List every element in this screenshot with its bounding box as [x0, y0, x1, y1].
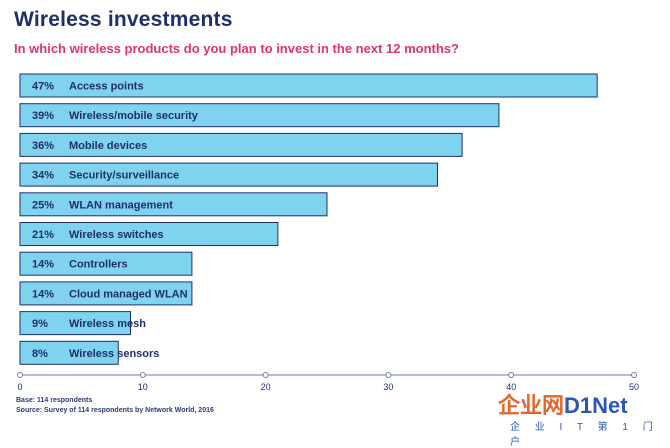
watermark-cn: 企业网 [498, 393, 565, 418]
watermark-tagline: 企 业 I T 第 1 门 户 [510, 422, 659, 448]
value-label-2: 36% [32, 140, 54, 152]
value-label-8: 9% [32, 318, 48, 330]
bar-5 [19, 222, 279, 246]
bar-chart: 47% Access points 39% Wireless/mobile secur… [17, 73, 639, 392]
watermark-brand: D1Net [564, 393, 628, 418]
category-label-4: WLAN management [69, 199, 173, 211]
footnote-base: Base: 114 respondents [16, 397, 93, 404]
x-tick-label-5: 50 [629, 382, 639, 392]
bar-2 [19, 132, 463, 157]
value-label-4: 25% [32, 199, 54, 211]
x-tick-mark-2 [262, 372, 269, 378]
watermark-logo: 企业网D1Net [498, 388, 628, 420]
bar-3 [19, 162, 439, 187]
x-tick-mark-0 [17, 372, 23, 378]
chart-subtitle: In which wireless products do you plan t… [14, 41, 459, 56]
bar-4 [19, 192, 328, 217]
category-label-8: Wireless mesh [69, 318, 146, 330]
value-label-6: 14% [32, 259, 54, 271]
category-label-3: Security/surveillance [69, 170, 179, 182]
bar-7 [19, 281, 193, 306]
x-tick-mark-5 [631, 372, 637, 378]
x-tick-mark-1 [139, 372, 146, 378]
x-tick-label-3: 30 [383, 382, 393, 392]
category-label-1: Wireless/mobile security [69, 110, 199, 122]
x-tick-label-2: 20 [261, 382, 271, 392]
bar-9 [19, 340, 119, 365]
x-tick-label-4: 40 [506, 382, 516, 392]
bar-0 [19, 73, 598, 98]
value-label-5: 21% [32, 229, 54, 241]
chart-title: Wireless investments [14, 8, 233, 31]
x-tick-mark-4 [508, 372, 515, 378]
category-label-0: Access points [69, 81, 144, 93]
value-label-9: 8% [32, 348, 48, 360]
category-label-9: Wireless sensors [69, 348, 159, 360]
x-tick-label-1: 10 [138, 382, 148, 392]
bar-1 [19, 103, 500, 128]
category-label-2: Mobile devices [69, 140, 147, 152]
category-label-6: Controllers [69, 259, 128, 271]
value-label-1: 39% [32, 110, 54, 122]
footnote-source: Source: Survey of 114 respondents by Net… [16, 407, 214, 414]
category-label-5: Wireless switches [69, 229, 164, 241]
x-tick-mark-3 [385, 372, 392, 378]
value-label-0: 47% [32, 81, 54, 93]
value-label-3: 34% [32, 170, 54, 182]
x-tick-label-0: 0 [17, 382, 22, 392]
category-label-7: Cloud managed WLAN [69, 288, 188, 300]
bar-6 [19, 251, 193, 276]
bar-8 [19, 311, 132, 336]
value-label-7: 14% [32, 288, 54, 300]
